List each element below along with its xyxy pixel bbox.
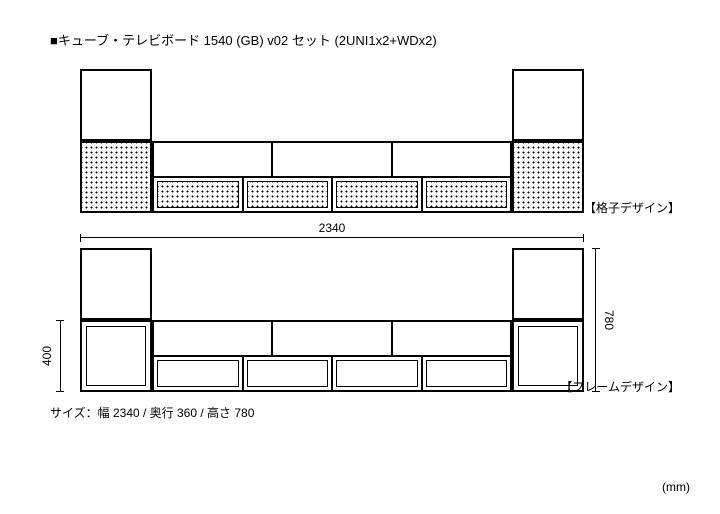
cube-top-right <box>512 248 584 320</box>
drawer-lattice <box>244 178 334 211</box>
dimension-width-value: 2340 <box>80 221 584 235</box>
cube-bottom-left-lattice <box>80 141 152 213</box>
drawer-lattice <box>154 178 244 211</box>
drawer-lattice <box>333 178 423 211</box>
shelf <box>273 143 392 176</box>
shelf <box>393 322 510 355</box>
dimension-half-height: 400 <box>60 320 61 392</box>
cube-top-left <box>80 248 152 320</box>
cube-bottom-right-lattice <box>512 141 584 213</box>
cube-top-right <box>512 69 584 141</box>
dimension-width: 2340 <box>80 221 584 238</box>
diagram-frame: 400 <box>50 248 670 392</box>
unit-label: (mm) <box>662 480 690 494</box>
cube-top-left <box>80 69 152 141</box>
cube-bottom-left-frame <box>80 320 152 392</box>
dimension-height: 780 <box>595 248 596 392</box>
design-label-frame: 【フレームデザイン】 <box>560 378 680 395</box>
dimension-height-value: 780 <box>602 310 616 330</box>
shelf <box>273 322 392 355</box>
design-label-lattice: 【格子デザイン】 <box>584 199 680 216</box>
drawer-frame <box>333 357 423 390</box>
drawer-lattice <box>423 178 511 211</box>
size-summary: サイズ：幅 2340 / 奥行 360 / 高さ 780 <box>50 404 670 421</box>
shelf <box>154 143 273 176</box>
product-title: ■キューブ・テレビボード 1540 (GB) v02 セット (2UNI1x2+… <box>50 30 670 49</box>
shelf <box>154 322 273 355</box>
drawer-frame <box>154 357 244 390</box>
shelf <box>393 143 510 176</box>
drawer-frame <box>423 357 511 390</box>
mid-section-lattice <box>152 141 512 213</box>
mid-section-frame <box>152 320 512 392</box>
diagram-lattice: 【格子デザイン】 <box>50 69 670 213</box>
dimension-half-value: 400 <box>40 346 54 366</box>
drawer-frame <box>244 357 334 390</box>
